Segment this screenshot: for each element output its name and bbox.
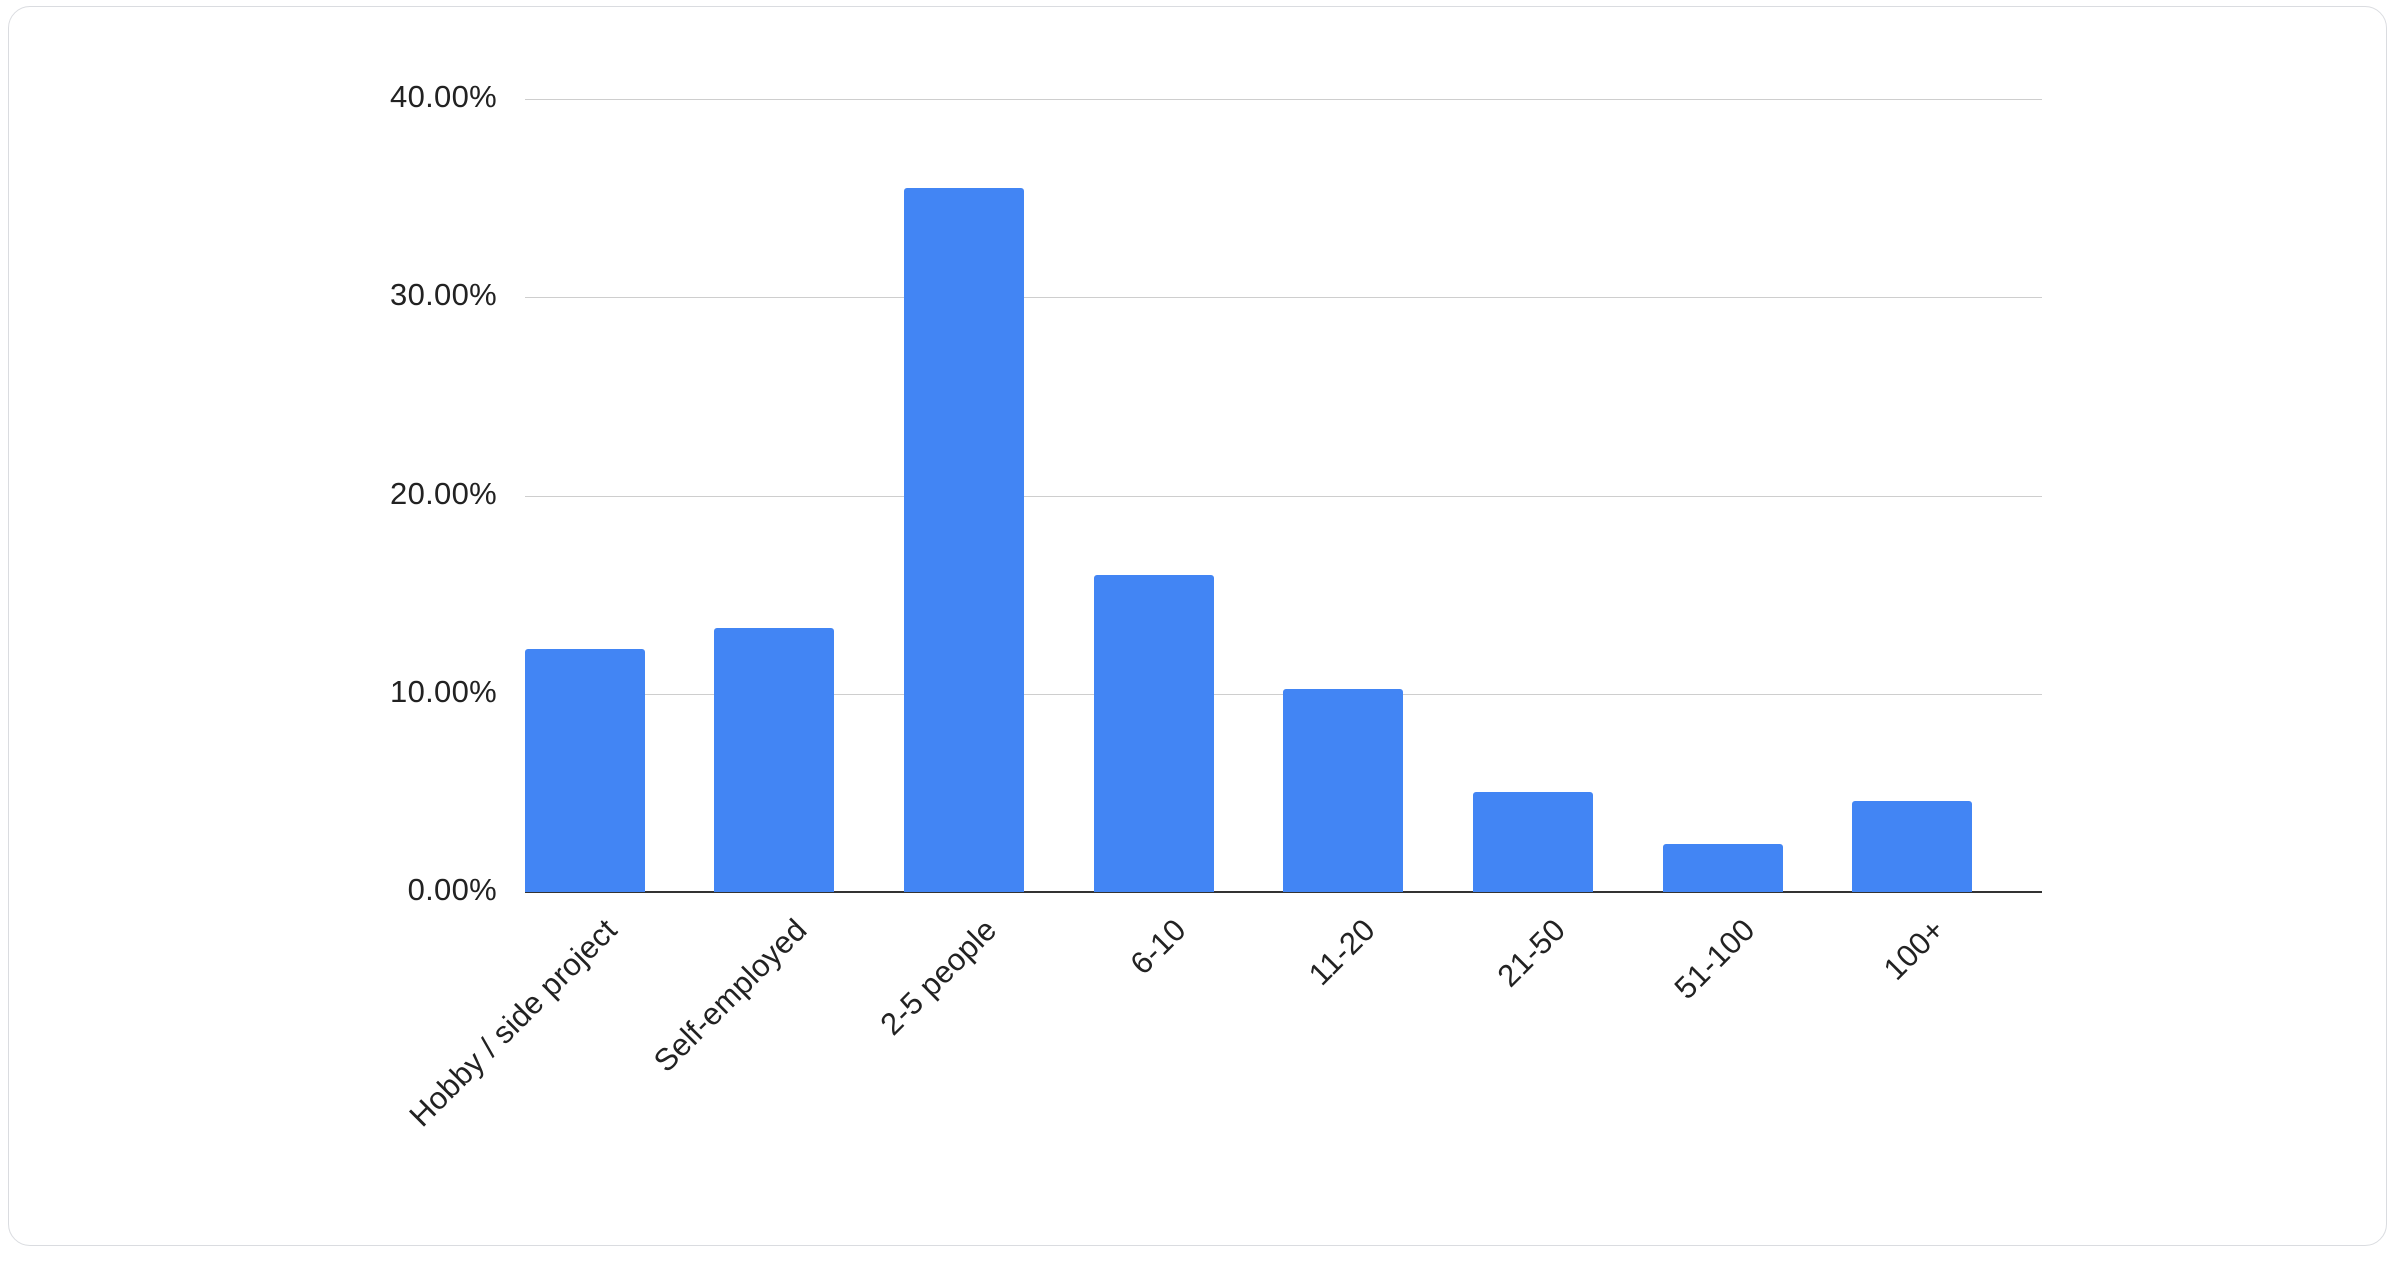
y-axis-tick-label: 30.00% <box>390 277 497 313</box>
gridline <box>525 495 2042 497</box>
bar[interactable] <box>904 187 1025 892</box>
bar-chart: 0.00% 10.00% 20.00% 30.00% 40.00% Hobby / sid… <box>9 7 2400 1263</box>
bar[interactable] <box>714 627 835 892</box>
x-axis-tick-label: 11-20 <box>1302 912 1383 992</box>
chart-card: 0.00% 10.00% 20.00% 30.00% 40.00% Hobby / sid… <box>8 6 2387 1246</box>
y-axis-tick-label: 10.00% <box>390 673 497 709</box>
x-axis-tick-label: 6-10 <box>1123 912 1193 982</box>
x-axis-line <box>525 891 2042 893</box>
x-axis-tick-label: Self-employed <box>646 912 814 1079</box>
x-axis-tick-label: 100+ <box>1876 912 1951 987</box>
bar[interactable] <box>524 648 645 892</box>
y-axis-tick-label: 20.00% <box>390 475 497 511</box>
gridline <box>525 297 2042 299</box>
bar[interactable] <box>1662 844 1783 892</box>
x-axis-tick-label: 51-100 <box>1667 912 1762 1006</box>
x-axis-tick-label: 21-50 <box>1490 912 1572 994</box>
y-axis-tick-label: 40.00% <box>390 79 497 114</box>
gridline <box>525 99 2042 100</box>
x-axis-tick-label: Hobby / side project <box>402 912 624 1134</box>
y-axis-tick-label: 0.00% <box>407 872 497 907</box>
bar[interactable] <box>1472 791 1593 892</box>
bar[interactable] <box>1283 688 1404 892</box>
x-axis-tick-label: 2-5 people <box>873 912 1003 1042</box>
bar[interactable] <box>1093 574 1214 892</box>
bar[interactable] <box>1852 801 1973 892</box>
